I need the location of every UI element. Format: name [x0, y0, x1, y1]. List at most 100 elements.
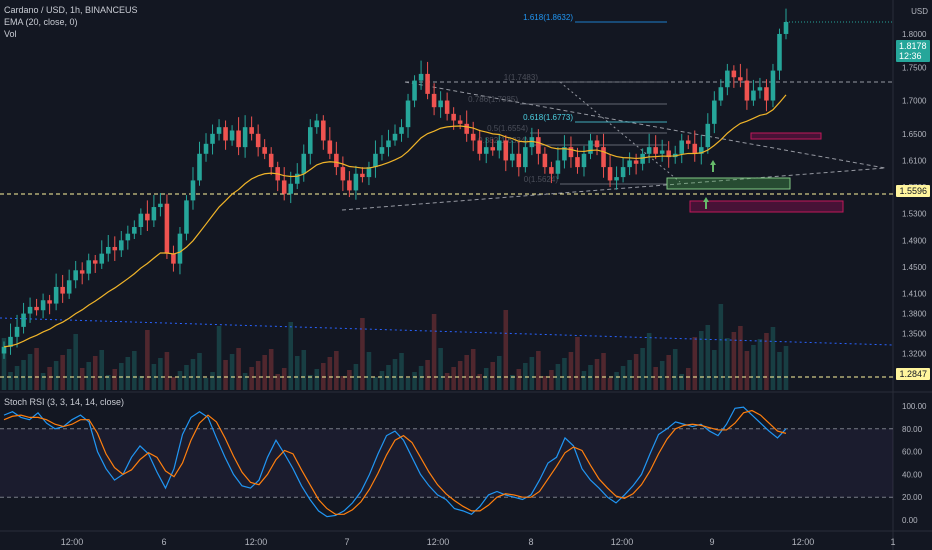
volume-bar — [490, 362, 496, 390]
candle-body — [594, 140, 600, 148]
volume-bar — [549, 370, 554, 390]
volume-bar — [86, 362, 91, 390]
candle-body — [529, 137, 535, 148]
candle-body — [627, 160, 632, 168]
candle-body — [21, 313, 26, 327]
candle-body — [242, 127, 248, 148]
volume-bar — [327, 357, 333, 390]
candle-body — [249, 127, 254, 134]
volume-bar — [314, 369, 320, 390]
candle-body — [347, 180, 352, 191]
candle-body — [568, 147, 574, 158]
volume-bar — [705, 325, 711, 390]
fib-level-label: 0.618(1.6773) — [523, 113, 573, 122]
volume-bar — [744, 351, 750, 390]
volume-bar — [783, 346, 789, 390]
candle-body — [223, 127, 228, 141]
ema-legend[interactable]: EMA (20, close, 0) — [4, 16, 78, 28]
candle-body — [666, 150, 671, 158]
volume-bar — [594, 359, 600, 390]
candle-body — [60, 286, 65, 294]
candle-body — [53, 286, 59, 304]
fib-level-label: 0.382(1.6334) — [478, 136, 528, 145]
candle-body — [614, 177, 619, 181]
candle-body — [105, 246, 111, 254]
time-axis-label: 1 — [890, 537, 895, 547]
candle-body — [523, 147, 528, 168]
volume-bar — [249, 367, 254, 390]
candle-body — [405, 100, 411, 128]
candle-body — [483, 147, 489, 154]
price-axis-label: 1.3500 — [902, 330, 927, 339]
rsi-axis-label: 100.00 — [902, 402, 927, 411]
ema-line — [3, 94, 787, 348]
volume-bar — [679, 374, 685, 390]
candle-body — [314, 120, 320, 128]
candle-body — [444, 100, 450, 114]
volume-bar — [281, 368, 287, 390]
volume-bar — [21, 360, 26, 390]
rsi-legend[interactable]: Stoch RSI (3, 3, 14, 14, close) — [4, 396, 124, 408]
candle-body — [210, 133, 215, 144]
candle-body — [268, 153, 274, 168]
volume-bar — [542, 376, 548, 390]
volume-bar — [79, 368, 85, 390]
candle-body — [751, 90, 756, 101]
low-price-tag: 1.2847 — [896, 368, 930, 380]
candle-body — [653, 147, 658, 154]
volume-bar — [425, 360, 430, 390]
volume-bar — [308, 375, 313, 390]
price-axis-label: 1.7000 — [902, 97, 927, 106]
candle-body — [386, 140, 391, 148]
symbol-legend[interactable]: Cardano / USD, 1h, BINANCEUS — [4, 4, 138, 16]
candle-body — [92, 260, 98, 264]
rsi-axis-label: 20.00 — [902, 493, 923, 502]
volume-bar — [138, 376, 144, 390]
supply-zone-high — [750, 132, 822, 140]
volume-bar — [399, 353, 404, 390]
volume-bar — [34, 348, 39, 390]
demand-zone — [666, 177, 791, 190]
price-axis-label: 1.8000 — [902, 30, 927, 39]
volume-bar — [653, 367, 658, 390]
volume-bar — [229, 354, 235, 390]
volume-bar — [275, 374, 280, 390]
volume-bar — [659, 361, 665, 390]
candle-body — [119, 240, 124, 251]
rsi-axis-label: 40.00 — [902, 470, 923, 479]
candle-body — [633, 160, 639, 164]
vol-legend[interactable]: Vol — [4, 28, 17, 40]
candle-body — [321, 120, 326, 141]
volume-bar — [510, 375, 515, 390]
volume-bar — [334, 351, 339, 390]
volume-bar — [731, 332, 737, 390]
volume-bar — [751, 345, 756, 390]
volume-bar — [236, 348, 241, 390]
vol-title: Vol — [4, 29, 17, 39]
candle-body — [470, 133, 476, 141]
candle-body — [575, 157, 580, 168]
volume-bar — [457, 361, 463, 390]
candle-body — [764, 87, 769, 101]
candle-body — [744, 80, 750, 101]
upper-trendline — [404, 81, 886, 169]
candle-body — [503, 140, 509, 161]
volume-bar — [777, 352, 782, 390]
candle-body — [294, 173, 300, 184]
candle-body — [510, 153, 515, 161]
price-axis-label: 1.4100 — [902, 290, 927, 299]
candle-body — [692, 143, 698, 154]
volume-bar — [692, 337, 698, 390]
ema-title: EMA (20, close, 0) — [4, 17, 78, 27]
volume-bar — [666, 355, 671, 390]
candle-body — [308, 127, 313, 154]
candle-body — [464, 123, 469, 134]
price-axis-label: 1.6500 — [902, 130, 927, 139]
candle-body — [281, 180, 287, 194]
candle-body — [581, 153, 587, 168]
rsi-axis-label: 0.00 — [902, 516, 918, 525]
candle-body — [236, 130, 241, 148]
volume-bar — [47, 367, 52, 390]
